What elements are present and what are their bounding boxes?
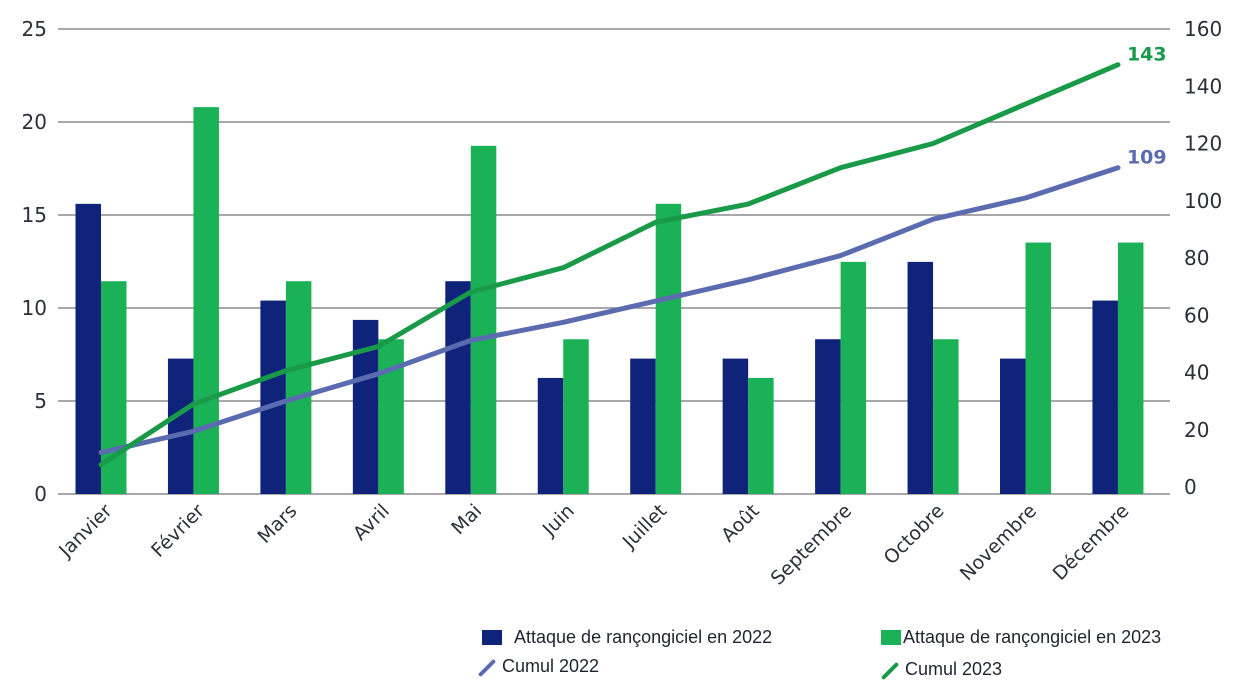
- x-tick-label: Mars: [254, 500, 302, 548]
- x-tick-label: Novembre: [956, 500, 1041, 585]
- x-tick-label: Août: [717, 500, 764, 547]
- bar-2023-septembre: [840, 261, 867, 494]
- bar-2023-novembre: [1025, 242, 1051, 494]
- bar-2022-octobre: [907, 261, 934, 494]
- bar-2023-juillet: [655, 203, 682, 494]
- y-right-tick-label: 60: [1184, 303, 1209, 327]
- bar-2023-juin: [563, 339, 589, 494]
- bar-2022-mars: [260, 300, 286, 494]
- y-right-tick-label: 160: [1184, 17, 1222, 41]
- bar-2022-novembre: [1000, 358, 1026, 494]
- legend-swatch-2022: [482, 630, 502, 645]
- y-right-tick-label: 0: [1184, 475, 1197, 499]
- legend-line-icon-2022: [478, 658, 496, 676]
- y-left-tick-label: 15: [22, 203, 47, 227]
- y-right-tick-label: 40: [1184, 361, 1209, 385]
- bar-2023-octobre: [933, 339, 959, 494]
- y-axis-right: 0 20 40 60 80 100 120 140 160: [1184, 17, 1222, 499]
- y-left-tick-label: 0: [34, 482, 47, 506]
- y-right-tick-label: 140: [1184, 74, 1222, 98]
- x-tick-label: Janvier: [54, 500, 117, 563]
- bar-2023-mars: [285, 281, 312, 494]
- bar-2022-août: [722, 358, 749, 494]
- bar-2023-août: [748, 377, 774, 494]
- legend-item-bar-2022: Attaque de rançongiciel en 2022: [482, 627, 772, 648]
- legend-label-bar-2022: Attaque de rançongiciel en 2022: [514, 627, 773, 647]
- bars: [75, 107, 1144, 495]
- x-tick-label: Juillet: [618, 500, 671, 553]
- legend-item-cumul-2023: Cumul 2023: [881, 659, 1002, 680]
- x-tick-label: Décembre: [1049, 500, 1134, 585]
- x-tick-label: Mai: [447, 500, 486, 539]
- legend-line-icon-2023: [881, 661, 899, 679]
- y-right-tick-label: 80: [1184, 246, 1209, 270]
- x-tick-label: Juin: [538, 500, 579, 541]
- x-tick-label: Septembre: [767, 500, 857, 590]
- lines: [98, 62, 1121, 468]
- y-left-tick-label: 20: [22, 110, 47, 134]
- bar-2023-février: [193, 107, 219, 495]
- bar-2023-décembre: [1117, 242, 1144, 494]
- y-left-tick-label: 5: [34, 389, 47, 413]
- legend-label-bar-2023: Attaque de rançongiciel en 2023: [903, 627, 1162, 647]
- y-right-tick-label: 20: [1184, 418, 1209, 442]
- legend-swatch-2023: [881, 630, 901, 645]
- bar-2022-janvier: [75, 203, 101, 494]
- y-axis-left: 0 5 10 15 20 25: [22, 17, 47, 506]
- bar-2022-juin: [537, 377, 564, 494]
- line-cumul-2023: [98, 62, 1121, 468]
- end-label-cumul-2022: 109: [1127, 147, 1167, 169]
- bar-2022-décembre: [1092, 300, 1118, 494]
- bar-2022-septembre: [815, 339, 841, 494]
- legend-label-cumul-2023: Cumul 2023: [905, 659, 1003, 679]
- end-label-cumul-2023: 143: [1127, 44, 1167, 66]
- x-tick-label: Octobre: [880, 500, 949, 569]
- y-right-tick-label: 100: [1184, 189, 1222, 213]
- bar-2022-mai: [445, 281, 471, 494]
- legend-label-cumul-2022: Cumul 2022: [502, 656, 600, 676]
- x-axis-labels: Janvier Février Mars Avril Mai Juin Juillet Aoû…: [54, 500, 1133, 590]
- x-tick-label: Février: [147, 500, 209, 562]
- legend-item-cumul-2022: Cumul 2022: [478, 656, 599, 677]
- x-tick-label: Avril: [349, 500, 394, 545]
- bar-2022-juillet: [630, 358, 656, 494]
- end-labels: 109 143: [1127, 44, 1167, 169]
- y-left-tick-label: 25: [22, 17, 47, 41]
- y-left-tick-label: 10: [22, 296, 47, 320]
- bar-2022-février: [167, 358, 194, 494]
- legend-item-bar-2023: Attaque de rançongiciel en 2023: [881, 627, 1161, 648]
- y-right-tick-label: 120: [1184, 132, 1222, 156]
- bar-2023-avril: [378, 339, 404, 494]
- gridlines: [58, 28, 1170, 495]
- line-cumul-2022: [98, 165, 1121, 456]
- bar-2023-mai: [470, 145, 497, 495]
